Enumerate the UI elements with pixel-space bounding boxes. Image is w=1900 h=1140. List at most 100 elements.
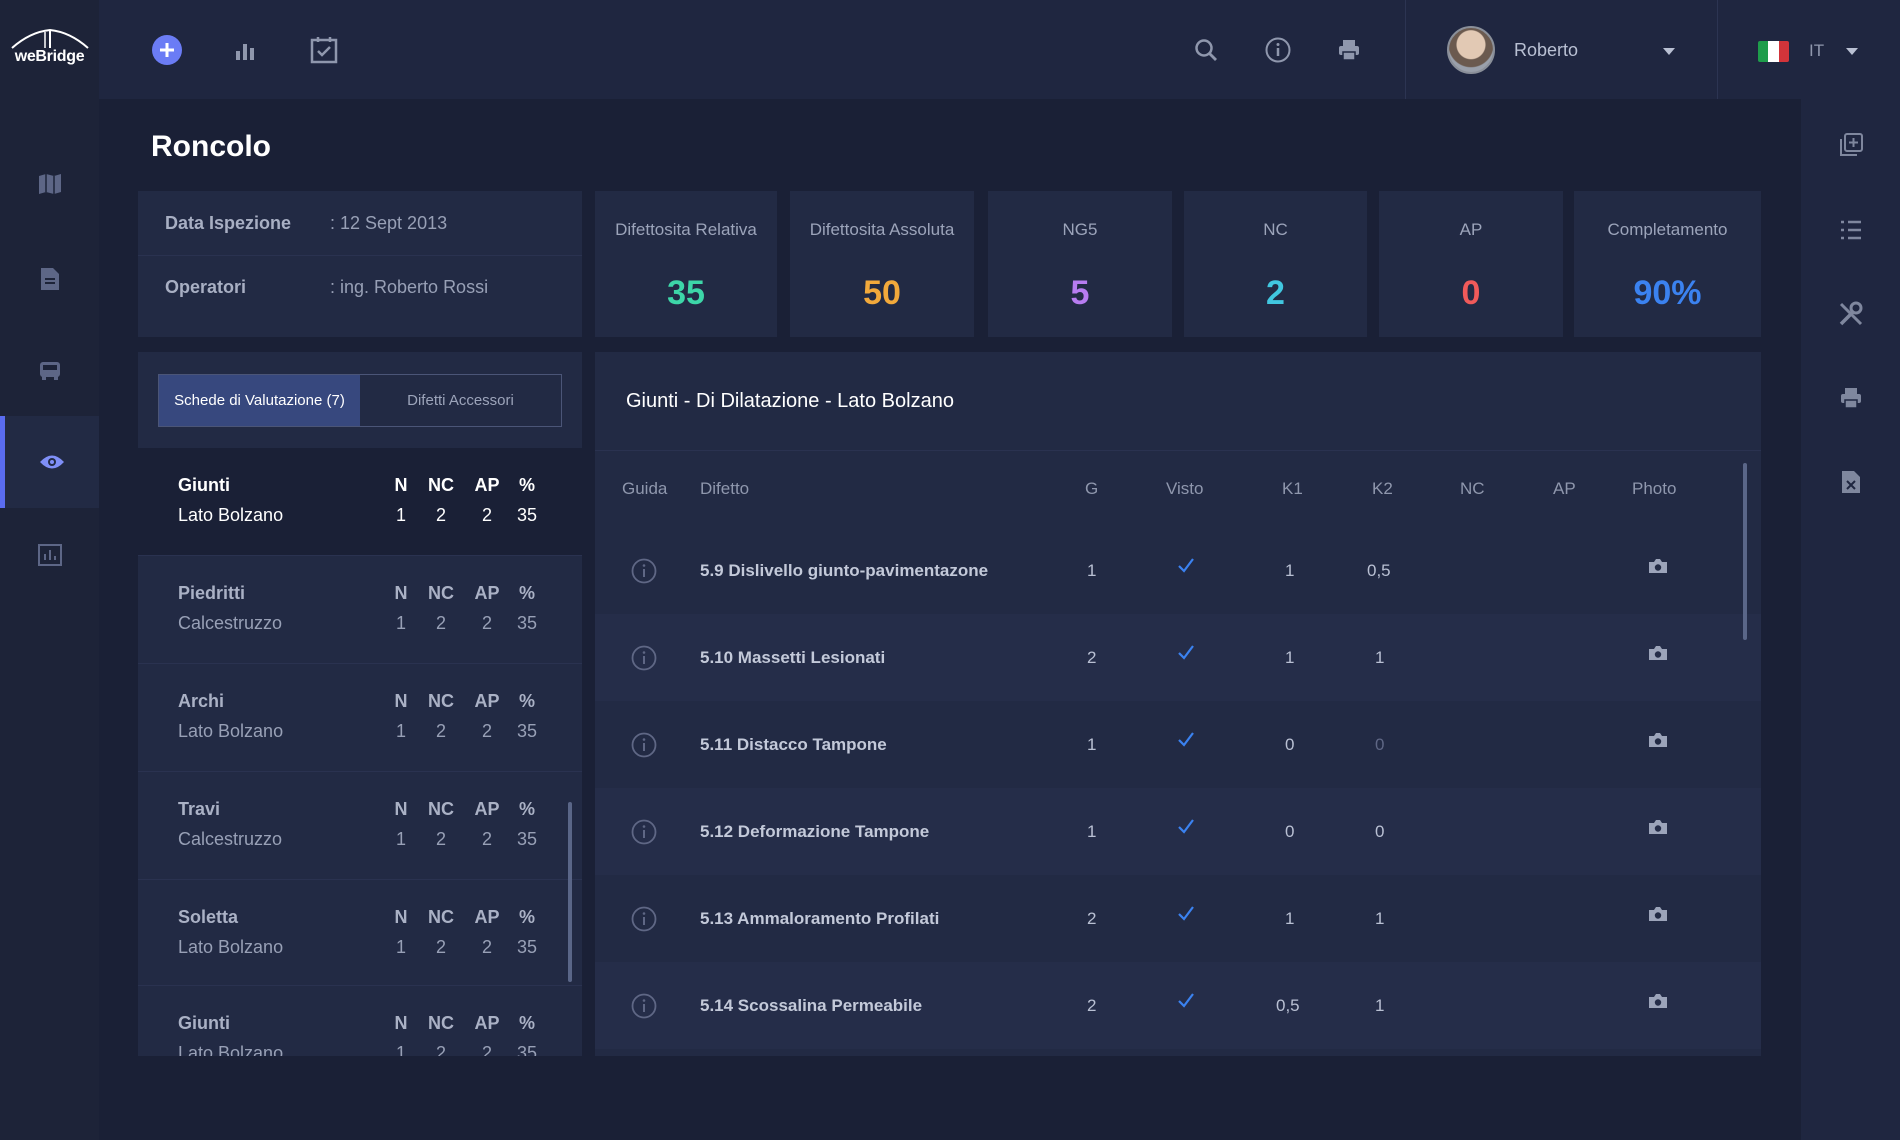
col-nc-header: NC <box>428 799 454 819</box>
tab-difetti-accessori[interactable]: Difetti Accessori <box>407 392 514 409</box>
column-header-difetto: Difetto <box>700 479 750 498</box>
guide-info-icon[interactable] <box>631 906 657 932</box>
sections-scrollbar[interactable] <box>568 802 572 982</box>
camera-icon[interactable] <box>1648 993 1668 1009</box>
info-button[interactable] <box>1258 30 1298 70</box>
guide-info-icon[interactable] <box>631 819 657 845</box>
sidebar-item-documents[interactable] <box>0 233 99 325</box>
value-n: 1 <box>395 829 406 849</box>
duplicate-button[interactable] <box>1801 120 1900 170</box>
defect-name: 5.11 Distacco Tampone <box>700 735 887 754</box>
table-row[interactable]: 5.9 Dislivello giunto-pavimentazone 1 1 … <box>595 527 1761 614</box>
guide-info-icon[interactable] <box>631 558 657 584</box>
guide-info-icon[interactable] <box>631 993 657 1019</box>
tools-button[interactable] <box>1801 289 1900 339</box>
guide-info-icon[interactable] <box>631 732 657 758</box>
section-subtitle: Lato Bolzano <box>178 1043 284 1056</box>
col-ap-header: AP <box>474 799 500 819</box>
sidebar-item-reports[interactable] <box>0 509 99 601</box>
defects-scrollbar[interactable] <box>1743 463 1747 640</box>
stat-value: 5 <box>1070 274 1090 312</box>
defects-panel-title: Giunti - Di Dilatazione - Lato Bolzano <box>626 390 954 412</box>
print-button-right[interactable] <box>1801 373 1900 423</box>
list-item[interactable]: Giunti Lato Bolzano N NC AP % 1 2 2 35 <box>138 448 582 556</box>
list-icon <box>1840 220 1861 240</box>
column-header-photo: Photo <box>1632 479 1677 498</box>
operators-row: Operatori : ing. Roberto Rossi <box>138 255 582 319</box>
italy-flag-icon[interactable] <box>1758 41 1789 62</box>
stat-value: 90% <box>1633 274 1702 312</box>
guide-info-icon[interactable] <box>631 645 657 671</box>
left-sidebar: weBridge <box>0 0 99 1140</box>
camera-icon[interactable] <box>1648 558 1668 574</box>
bar-chart-icon <box>236 44 254 60</box>
value-n: 1 <box>395 613 406 633</box>
list-item[interactable]: Giunti Lato Bolzano N NC AP % 1 2 2 35 <box>138 985 582 1056</box>
list-item[interactable]: Soletta Lato Bolzano N NC AP % 1 2 2 35 <box>138 879 582 987</box>
user-menu-chevron-down-icon[interactable] <box>1663 48 1675 55</box>
check-icon[interactable] <box>1177 818 1195 834</box>
print-button[interactable] <box>1329 30 1369 70</box>
defect-name: 5.14 Scossalina Permeabile <box>700 996 923 1015</box>
camera-icon[interactable] <box>1648 906 1668 922</box>
camera-icon[interactable] <box>1648 732 1668 748</box>
sidebar-item-inspection[interactable] <box>0 416 99 508</box>
divider <box>595 450 1761 451</box>
operators-label: Operatori <box>165 277 247 297</box>
cell-k2: 0,5 <box>1367 561 1391 580</box>
sidebar-item-map[interactable] <box>0 138 99 230</box>
check-icon[interactable] <box>1177 992 1195 1008</box>
list-button[interactable] <box>1801 205 1900 255</box>
value-pct: 35 <box>516 721 538 741</box>
camera-icon[interactable] <box>1648 645 1668 661</box>
table-row[interactable]: 5.12 Deformazione Tampone 1 0 0 <box>595 788 1761 875</box>
value-nc: 2 <box>435 829 446 849</box>
tab-schede-valutazione[interactable]: Schede di Valutazione (7) <box>159 375 360 426</box>
search-button[interactable] <box>1186 30 1226 70</box>
table-row[interactable]: 5.10 Massetti Lesionati 2 1 1 <box>595 614 1761 701</box>
check-icon[interactable] <box>1177 557 1195 573</box>
stat-label: NC <box>1263 220 1288 239</box>
avatar[interactable] <box>1447 26 1495 74</box>
statistics-button[interactable] <box>225 30 265 70</box>
page-title: Roncolo <box>151 130 271 163</box>
language-selector[interactable]: IT <box>1809 41 1825 60</box>
stat-value: 0 <box>1461 274 1481 312</box>
table-row[interactable]: 5.13 Ammaloramento Profilati 2 1 1 <box>595 875 1761 962</box>
table-row[interactable]: 5.14 Scossalina Permeabile 2 0,5 1 <box>595 962 1761 1049</box>
value-nc: 2 <box>435 505 446 525</box>
add-button[interactable] <box>147 30 187 70</box>
user-name[interactable]: Roberto <box>1514 40 1579 60</box>
inspection-date-row: Data Ispezione : 12 Sept 2013 <box>138 191 582 255</box>
camera-icon[interactable] <box>1648 819 1668 835</box>
calendar-button[interactable] <box>304 30 344 70</box>
sidebar-item-transport[interactable] <box>0 325 99 417</box>
bridge-logo-icon <box>11 28 89 49</box>
stat-difettosita-relativa: Difettosita Relativa 35 <box>595 191 777 337</box>
language-chevron-down-icon[interactable] <box>1846 48 1858 55</box>
cell-g: 1 <box>1087 822 1097 841</box>
col-pct-header: % <box>518 583 535 603</box>
topbar-divider <box>1405 0 1406 99</box>
table-row[interactable]: 5.11 Distacco Tampone 1 0 0 <box>595 701 1761 788</box>
cell-k2: 1 <box>1375 996 1385 1015</box>
check-icon[interactable] <box>1177 905 1195 921</box>
cell-g: 2 <box>1087 909 1097 928</box>
chart-icon <box>37 544 62 566</box>
section-subtitle: Lato Bolzano <box>178 937 284 957</box>
list-item[interactable]: Travi Calcestruzzo N NC AP % 1 2 2 35 <box>138 771 582 879</box>
section-subtitle: Lato Bolzano <box>178 721 284 741</box>
defects-panel: Giunti - Di Dilatazione - Lato Bolzano G… <box>595 352 1761 1056</box>
check-icon[interactable] <box>1177 731 1195 747</box>
section-title: Giunti <box>178 1013 230 1033</box>
list-item[interactable]: Archi Lato Bolzano N NC AP % 1 2 2 35 <box>138 663 582 771</box>
value-pct: 35 <box>516 937 538 957</box>
value-ap: 2 <box>481 505 492 525</box>
logo[interactable]: weBridge <box>0 0 99 99</box>
value-n: 1 <box>395 721 406 741</box>
check-icon[interactable] <box>1177 644 1195 660</box>
value-pct: 35 <box>516 1043 538 1056</box>
export-excel-button[interactable] <box>1801 457 1900 507</box>
list-item[interactable]: Piedritti Calcestruzzo N NC AP % 1 2 2 3… <box>138 555 582 663</box>
section-title: Soletta <box>178 907 239 927</box>
